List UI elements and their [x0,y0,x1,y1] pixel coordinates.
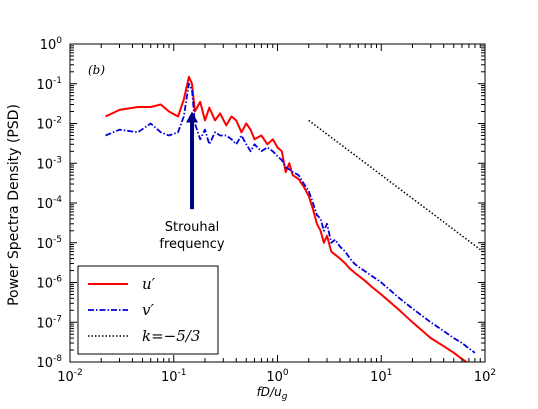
x-tick-exp: 0 [283,368,289,378]
y-tick-base: 10 [36,157,53,172]
series-line-1 [105,82,476,354]
x-tick-exp: 2 [490,368,496,378]
y-tick-exp: 0 [56,36,62,46]
x-tick-base: 10 [370,370,387,385]
y-tick-exp: -2 [53,116,62,126]
y-tick-label: 10-8 [36,354,62,371]
y-tick-base: 10 [36,118,53,133]
strouhal-annotation-line: frequency [159,237,225,252]
y-tick-base: 10 [36,237,53,252]
annotation-layer: Strouhal frequency [159,111,225,252]
x-tick-base: 10 [161,370,178,385]
y-tick-base: 10 [36,277,53,292]
legend-label-0: u′ [142,275,156,293]
axes-layer: 10-2 10-1 100 101 10210010-110-210-310-410-5… [36,36,496,385]
series-line-2 [308,119,485,254]
x-tick-base: 10 [266,370,283,385]
y-tick-label: 10-3 [36,155,62,172]
y-tick-base: 10 [36,356,53,371]
x-axis-label-sub: g [282,392,288,402]
strouhal-annotation-line: Strouhal [165,220,219,235]
y-tick-base: 10 [36,78,53,93]
x-tick-label: 100 [266,368,289,385]
legend-label-2: k=−5/3 [142,327,200,345]
x-axis-label: fD/ug [257,385,288,402]
x-tick-label: 10-2 [57,368,83,385]
x-tick-label: 101 [370,368,392,385]
y-tick-exp: -1 [53,76,62,86]
series-line-0 [105,75,469,362]
y-tick-base: 10 [36,316,53,331]
y-axis-label: Power Spectra Density (PSD) [6,104,22,306]
y-tick-label: 10-2 [36,116,62,133]
y-tick-label: 10-1 [36,76,62,93]
y-tick-label: 10-5 [36,235,62,252]
y-tick-base: 10 [40,38,57,53]
y-tick-exp: -6 [53,275,62,285]
y-tick-exp: -8 [53,354,62,364]
x-tick-exp: 1 [387,368,393,378]
x-axis-label-main: fD/u [257,385,283,399]
legend-label-1: v′ [142,301,154,319]
y-tick-label: 10-6 [36,275,62,292]
y-tick-exp: -5 [53,235,62,245]
y-tick-exp: -3 [53,155,62,165]
x-tick-exp: -1 [178,368,187,378]
y-tick-exp: -4 [53,195,62,205]
legend: u′ v′ k=−5/3 [77,265,219,355]
y-tick-exp: -7 [53,314,62,324]
x-tick-base: 10 [474,370,491,385]
x-tick-label: 10-1 [161,368,187,385]
y-tick-label: 10-7 [36,314,62,331]
y-tick-base: 10 [36,197,53,212]
y-tick-label: 10-4 [36,195,62,212]
x-tick-exp: -2 [74,368,83,378]
series-layer [105,75,485,362]
y-tick-label: 100 [40,36,63,53]
panel-label: (b) [88,63,105,77]
x-tick-label: 102 [474,368,496,385]
x-tick-base: 10 [57,370,74,385]
strouhal-arrow-head [186,111,199,123]
